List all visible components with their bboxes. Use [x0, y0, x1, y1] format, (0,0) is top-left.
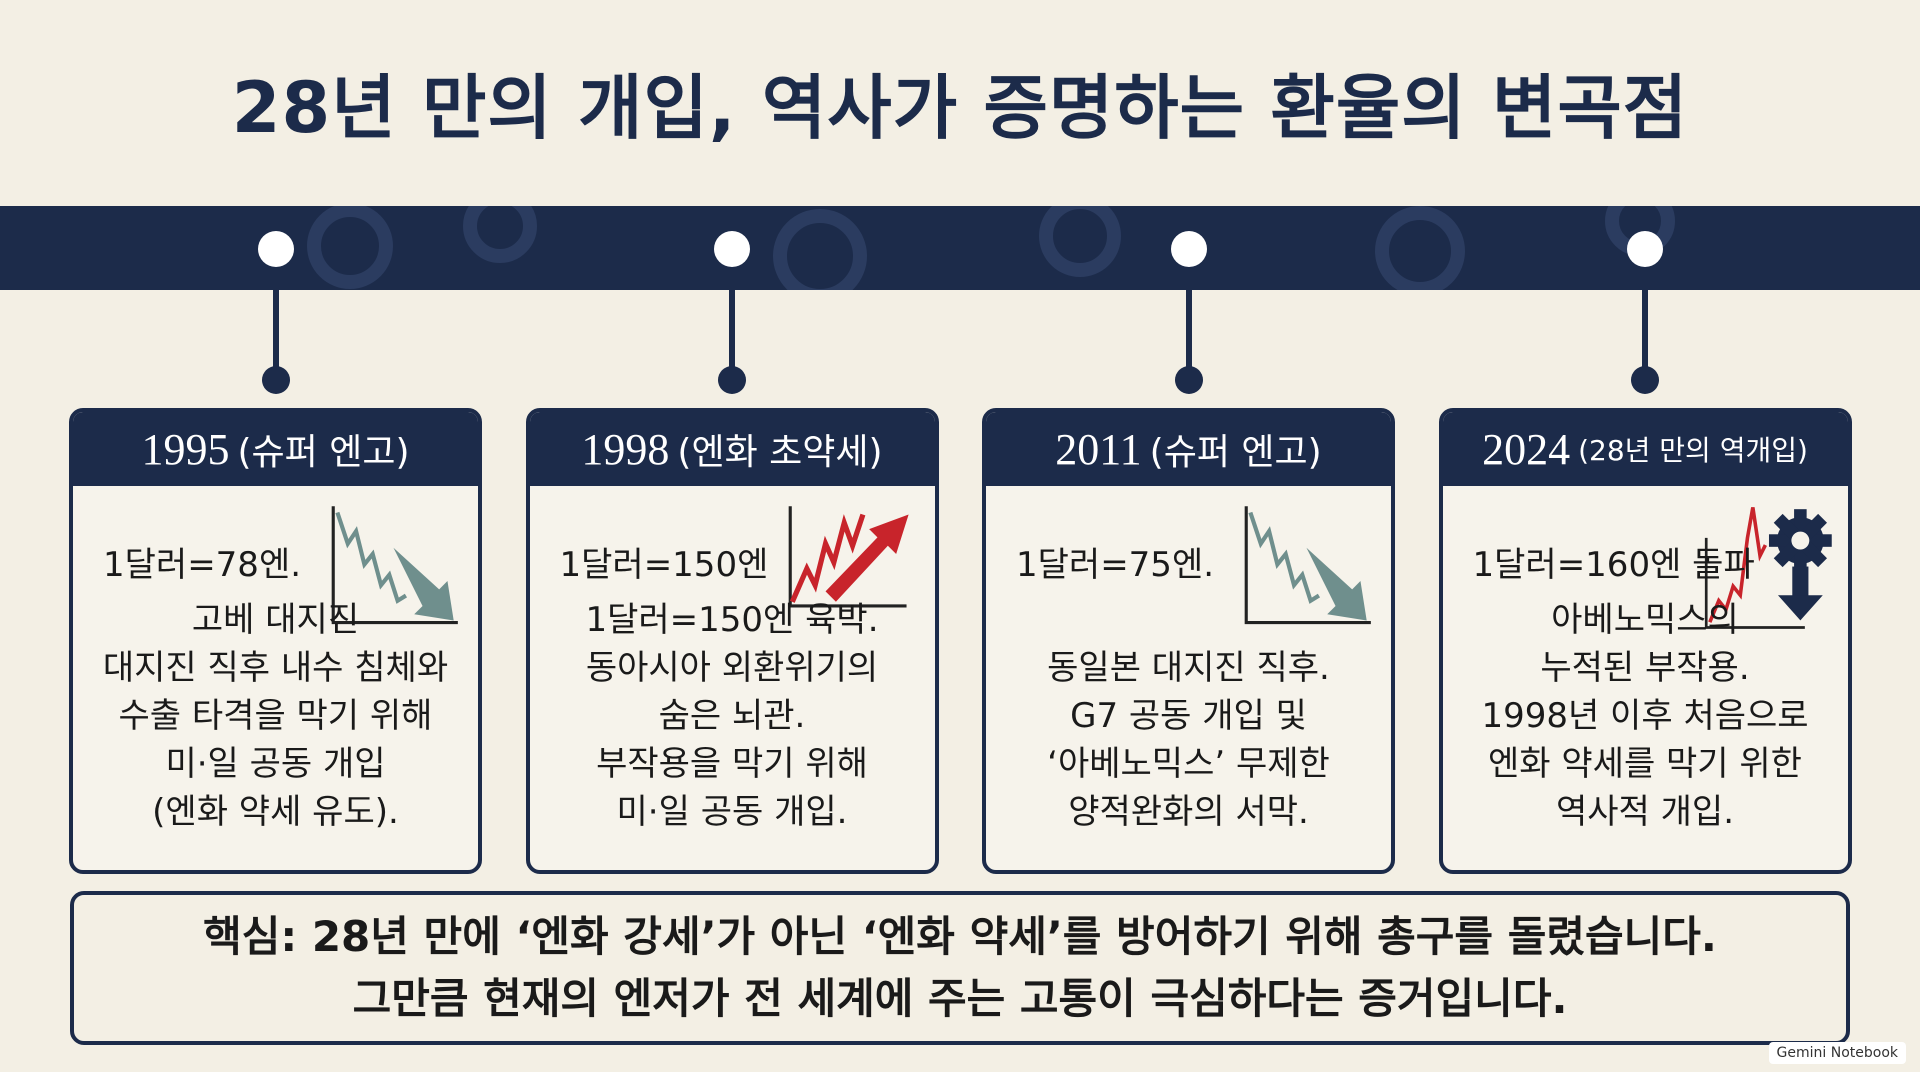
description-line: 대지진 직후 내수 침체와	[102, 648, 449, 688]
event-card: 1998 (엔화 초약세) 1달러=150엔 1달러=150엔 육박. 동아시아 외환위…	[525, 408, 939, 874]
summary-box: 핵심: 28년 만에 ‘엔화 강세’가 아닌 ‘엔화 약세’를 방어하기 위해 …	[70, 891, 1850, 1045]
description-line: 엔화 약세를 막기 위한	[1488, 744, 1802, 784]
card-year: 2011	[1055, 424, 1142, 474]
timeline-band	[0, 206, 1920, 290]
card-header: 1995 (슈퍼 엔고)	[73, 412, 478, 486]
description-line: 아베노믹스의	[1551, 600, 1739, 640]
description-line: 역사적 개입.	[1555, 792, 1734, 832]
trend-icon	[1704, 507, 1832, 629]
description-line: 숨은 뇌관.	[658, 696, 806, 736]
timeline-dot	[714, 231, 750, 267]
description-line: 수출 타격을 막기 위해	[118, 696, 433, 736]
gear-pattern	[307, 206, 1675, 290]
timeline-stem	[1642, 290, 1648, 380]
timeline-stem	[272, 290, 279, 380]
card-year: 1995	[141, 424, 230, 474]
timeline-stem	[729, 290, 735, 380]
card-year: 1998	[581, 424, 670, 474]
timeline-knob	[718, 366, 746, 394]
description-line: (엔화 약세 유도).	[152, 792, 399, 832]
timeline-knob	[1174, 366, 1203, 394]
trend-icon	[788, 506, 909, 608]
card-label: (슈퍼 엔고)	[1149, 432, 1322, 473]
description-line: 동아시아 외환위기의	[585, 648, 879, 688]
timeline-knob	[261, 366, 290, 394]
description-line: 고베 대지진	[191, 600, 360, 640]
card-label: (28년 만의 역개입)	[1578, 434, 1808, 467]
exchange-rate: 1달러=160엔 돌파	[1472, 545, 1755, 585]
exchange-rate: 1달러=75엔.	[1016, 545, 1215, 585]
title: 28년 만의 개입, 역사가 증명하는 환율의 변곡점	[231, 67, 1689, 149]
timeline-dot	[1170, 231, 1207, 267]
watermark: Gemini Notebook	[1768, 1042, 1906, 1064]
description-line: ‘아베노믹스’ 무제한	[1047, 744, 1330, 784]
trend-icon	[1244, 506, 1371, 625]
timeline-stem	[1185, 290, 1192, 380]
timeline-knob	[1631, 366, 1659, 394]
event-card: 2011 (슈퍼 엔고) 1달러=75엔. 동일본 대지진 직후. G7 공동 개입 및…	[982, 408, 1395, 874]
timeline-dot	[257, 231, 294, 267]
description-line: 미·일 공동 개입	[165, 744, 386, 784]
description-line: 양적완화의 서막.	[1068, 792, 1309, 832]
description-line: 누적된 부작용.	[1540, 648, 1750, 688]
card-header: 2011 (슈퍼 엔고)	[986, 412, 1391, 486]
description-line: G7 공동 개입 및	[1070, 696, 1307, 736]
card-header: 1998 (엔화 초약세)	[529, 412, 935, 486]
exchange-rate: 1달러=150엔	[559, 545, 769, 585]
description-line: 1달러=150엔 육박.	[585, 600, 879, 640]
card-label: (엔화 초약세)	[677, 432, 883, 473]
summary-line: 핵심: 28년 만에 ‘엔화 강세’가 아닌 ‘엔화 약세’를 방어하기 위해 …	[203, 912, 1717, 961]
description-line: 1998년 이후 처음으로	[1481, 696, 1809, 736]
card-label: (슈퍼 엔고)	[237, 432, 410, 473]
timeline-dot	[1627, 231, 1663, 267]
description-line: 부작용을 막기 위해	[596, 744, 868, 784]
summary-line: 그만큼 현재의 엔저가 전 세계에 주는 고통이 극심하다는 증거입니다.	[352, 974, 1568, 1023]
description-line: 동일본 대지진 직후.	[1047, 648, 1330, 688]
trend-icon	[331, 506, 458, 625]
card-year: 2024	[1482, 424, 1571, 474]
card-header: 2024 (28년 만의 역개입)	[1442, 412, 1848, 486]
exchange-rate: 1달러=78엔.	[103, 545, 302, 585]
description-line: 미·일 공동 개입.	[616, 792, 848, 832]
